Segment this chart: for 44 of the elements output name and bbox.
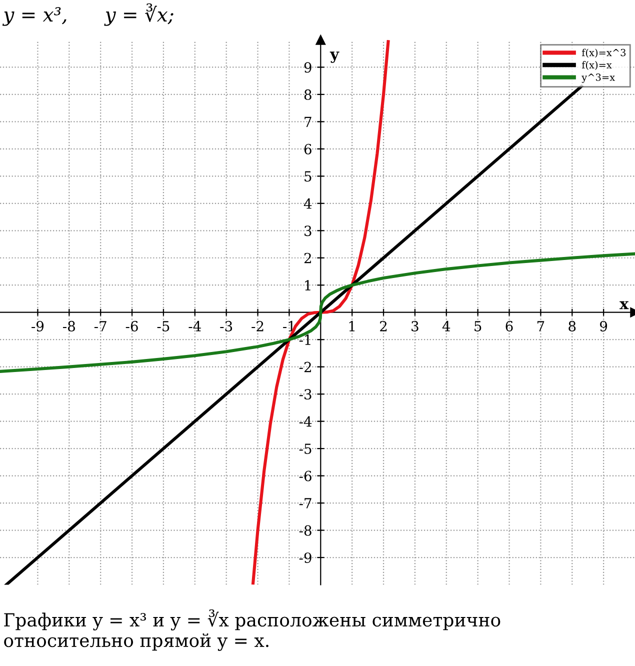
x-tick-label: -3: [220, 320, 232, 332]
y-tick-label: 1: [305, 280, 310, 290]
y-tick-label: 3: [304, 226, 312, 236]
y-tick-label: -4: [299, 416, 312, 427]
y-tick-label: -2: [299, 362, 311, 372]
x-tick-label: -2: [252, 320, 264, 332]
x-tick-label: -9: [32, 320, 44, 332]
y-tick-label: 9: [304, 62, 312, 73]
x-tick-label: 2: [380, 320, 387, 332]
y-tick-label: 6: [304, 144, 312, 154]
y-tick-label: 7: [304, 116, 312, 127]
legend-label: f(x)=x^3: [582, 48, 626, 58]
x-tick-label: 6: [506, 320, 513, 332]
y-axis-title: y: [330, 52, 340, 63]
legend-label: y^3=x: [582, 74, 615, 83]
y-tick-label: -9: [299, 552, 312, 563]
x-tick-label: 4: [442, 320, 450, 332]
x-tick-label: 3: [412, 320, 418, 332]
x-tick-label: 1: [349, 320, 355, 332]
y-tick-label: 2: [304, 252, 311, 264]
y-tick-label: -8: [299, 525, 312, 536]
y-tick-label: 5: [304, 171, 312, 182]
text: Графики y = x³ и y = ∛x расположены симметрично относительно прямой y = x.: [4, 609, 500, 651]
y-tick-label: -1: [299, 334, 310, 345]
x-tick-label: -5: [157, 321, 170, 332]
line-series: [0, 252, 635, 373]
legend-label: f(x)=x: [582, 61, 612, 70]
x-tick-label: 9: [600, 320, 608, 332]
x-tick-label: 7: [537, 321, 544, 332]
x-tick-label: 5: [474, 321, 482, 332]
x-tick-label: -8: [63, 320, 75, 332]
chart-title: y = x³, y = ∛x;: [2, 3, 174, 26]
y-tick-label: 8: [304, 89, 312, 100]
y-tick-label: -6: [299, 470, 312, 482]
y-tick-label: 4: [304, 198, 312, 209]
x-axis-title: x: [620, 301, 629, 310]
x-tick-label: -7: [94, 321, 106, 332]
y-tick-label: -5: [299, 444, 312, 454]
x-tick-label: -4: [188, 320, 201, 332]
x-tick-label: 8: [568, 320, 576, 332]
x-tick-label: -6: [126, 320, 138, 332]
y-tick-label: -7: [299, 498, 312, 508]
line-series: [252, 40, 390, 585]
y-tick-label: -3: [299, 389, 312, 400]
